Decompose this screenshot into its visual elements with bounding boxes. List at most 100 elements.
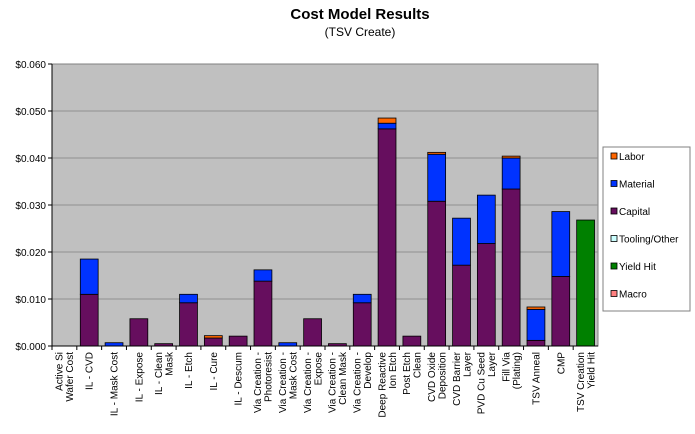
bar-labor	[526, 306, 546, 310]
x-tick-label: Via Creation - Mask Cost	[278, 352, 300, 413]
x-tick-label-line: Via Creation -	[253, 352, 264, 413]
legend-item: Labor	[610, 152, 645, 163]
x-tick-label-line: Develop	[363, 352, 374, 389]
chart-title: Cost Model Results	[290, 6, 429, 23]
bar-material	[179, 293, 198, 304]
bar-labor	[427, 151, 447, 155]
x-tick-label-line: Layer	[462, 351, 473, 377]
x-tick-label-line: PVD Cu Seed	[477, 352, 488, 414]
x-tick-label-line: (Plating)	[512, 352, 523, 389]
y-tick-label: $0.060	[15, 60, 46, 71]
x-tick-label-line: Ion Etch	[388, 352, 399, 389]
legend-item: Tooling/Other	[610, 235, 679, 246]
x-tick-label-line: IL - CVD	[85, 352, 96, 390]
x-tick-label-line: Expose	[313, 352, 324, 386]
bar-material	[526, 308, 546, 341]
bar-capital	[402, 335, 422, 347]
x-tick-label-line: TSV Anneal	[531, 352, 542, 405]
bar-capital	[377, 128, 397, 347]
bar-material	[476, 194, 496, 244]
x-tick-label-line: TSV Creation	[576, 352, 587, 412]
x-tick-label: IL - Cure	[209, 352, 220, 391]
bar-material	[79, 258, 99, 295]
bar-material	[452, 217, 471, 266]
x-tick-label-line: Deep Reactive	[377, 352, 388, 418]
x-tick-label-line: Photoresist	[264, 352, 275, 402]
legend: Labor Material Capital Tooling/Other Yield H…	[602, 146, 691, 312]
bar-capital	[79, 293, 99, 347]
x-tick-label: Post Etch Clean	[402, 352, 424, 395]
x-tick-label: Via Creation - Clean Mask	[328, 351, 350, 413]
x-tick-label: CVD Barrier Layer	[452, 351, 474, 406]
x-tick-label: IL - Mask Cost	[110, 352, 121, 416]
bar-yield-hit	[576, 219, 595, 347]
legend-item: Macro	[610, 290, 647, 301]
x-tick-label: IL - Descum	[234, 352, 245, 406]
x-tick-label: Fill Via (Plating)	[501, 352, 523, 390]
x-tick-label-line: CMP	[556, 352, 567, 375]
bar-material	[377, 122, 397, 130]
bar-capital	[203, 337, 223, 347]
x-tick-label-line: Yield Hit	[586, 352, 597, 389]
x-tick-label-line: Via Creation -	[352, 352, 363, 413]
bar-material	[427, 153, 447, 202]
bar-labor	[377, 117, 397, 124]
x-tick-label-line: Clean	[413, 352, 424, 378]
legend-swatch	[610, 152, 618, 160]
x-tick-label-line: Active Si	[55, 352, 66, 391]
bar-labor	[501, 155, 521, 159]
bar-labor	[203, 335, 223, 339]
x-tick-label-line: IL - Descum	[234, 352, 245, 406]
bar-material	[253, 269, 273, 282]
x-tick-label-line: CVD Barrier	[452, 351, 463, 406]
legend-swatch	[610, 262, 618, 270]
x-tick-label: TSV Anneal	[531, 352, 542, 405]
y-tick-label: $0.010	[15, 295, 46, 306]
x-tick-label: IL - Expose	[134, 352, 145, 403]
y-tick-label: $0.000	[15, 342, 46, 353]
bar-capital	[253, 280, 273, 347]
chart-subtitle: (TSV Create)	[325, 25, 396, 39]
x-tick-label-line: Deposition	[437, 352, 448, 399]
legend-label: Labor	[619, 152, 645, 163]
bar-material	[501, 157, 521, 190]
bar-capital	[179, 302, 198, 347]
legend-label: Material	[619, 180, 655, 191]
x-tick-label: PVD Cu Seed Layer	[477, 351, 499, 414]
legend-label: Tooling/Other	[619, 235, 679, 246]
legend-item: Material	[610, 180, 655, 191]
x-tick-label: CMP	[556, 352, 567, 375]
bar-capital	[129, 318, 149, 347]
bar-capital	[551, 276, 571, 347]
bar-material	[551, 211, 571, 277]
legend-item: Yield Hit	[610, 262, 656, 273]
bar-capital	[476, 243, 496, 347]
legend-swatch	[610, 207, 618, 215]
bar-capital	[303, 318, 322, 347]
x-tick-label: TSV Creation Yield Hit	[576, 352, 598, 412]
bar-material	[352, 293, 372, 304]
legend-label: Capital	[619, 207, 650, 218]
legend-swatch	[610, 290, 618, 297]
x-tick-label-line: IL - Cure	[209, 352, 220, 391]
x-tick-label: Deep Reactive Ion Etch	[377, 352, 399, 418]
legend-item: Capital	[610, 207, 650, 218]
bar-capital	[352, 302, 372, 347]
y-tick-label: $0.050	[15, 107, 46, 118]
x-tick-label-line: CVD Oxide	[427, 352, 438, 402]
legend-label: Yield Hit	[619, 262, 656, 273]
x-tick-label-line: IL - Mask Cost	[110, 352, 121, 416]
x-tick-label-line: Layer	[487, 351, 498, 377]
x-tick-label-line: Via Creation -	[278, 352, 289, 413]
x-tick-label-line: Wafer Cost	[65, 352, 76, 402]
x-tick-label: Via Creation - Expose	[303, 352, 325, 413]
bar-capital	[228, 335, 248, 347]
x-tick-label-line: Via Creation -	[328, 352, 339, 413]
bar-capital	[526, 339, 546, 347]
bar-capital	[501, 188, 521, 347]
y-tick-label: $0.040	[15, 154, 46, 165]
x-tick-label: IL - Etch	[184, 352, 195, 389]
bar-capital	[452, 264, 471, 347]
x-tick-label-line: Fill Via	[501, 352, 512, 382]
